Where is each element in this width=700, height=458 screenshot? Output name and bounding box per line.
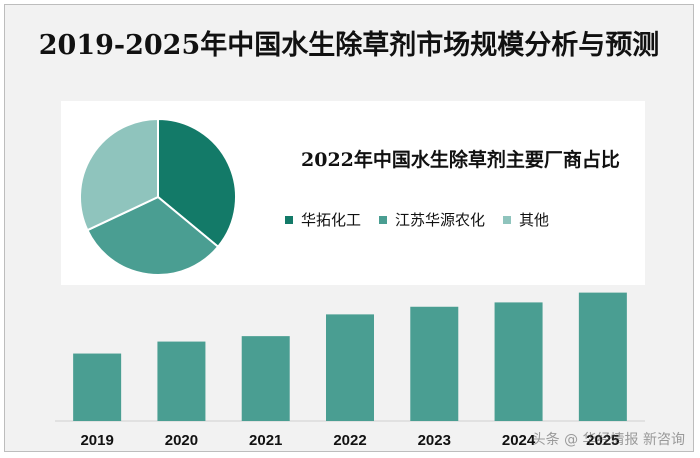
x-tick-label: 2024	[502, 432, 536, 449]
x-tick-label: 2023	[418, 432, 451, 449]
bar-2022	[326, 314, 374, 421]
bar-2023	[410, 306, 459, 421]
bar-2025	[578, 292, 627, 421]
legend-swatch	[503, 215, 512, 224]
legend-item: 江苏华源农化	[379, 209, 485, 230]
legend-swatch	[285, 215, 293, 224]
x-tick-label: 2022	[333, 432, 366, 449]
chart-frame: 2019-2025年中国水生除草剂市场规模分析与预测 2019 2020 2021 2…	[4, 4, 694, 452]
x-tick-label: 2019	[80, 432, 113, 449]
legend-label: 江苏华源农化	[395, 211, 486, 229]
pie-slice-3	[79, 117, 159, 232]
chart-title: 2019-2025年中国水生除草剂市场规模分析与预测	[38, 30, 660, 61]
bar-2021	[241, 336, 290, 421]
watermark: 头条 @ 华经情报 新咨询	[531, 432, 685, 448]
bar-2024	[494, 302, 543, 421]
bar-chart: 2019 2020 2021 2022 2023 2024 2025	[55, 292, 645, 449]
pie-title: 2022年中国水生除草剂主要厂商占比	[301, 149, 620, 171]
x-tick-label: 2020	[165, 432, 198, 449]
x-tick-label: 2021	[249, 432, 282, 449]
pie-slice-2	[86, 195, 220, 276]
x-tick-label: 2025	[586, 432, 619, 449]
bar-2020	[157, 341, 206, 421]
pie-chart	[79, 117, 237, 276]
pie-legend: 华拓化工 江苏华源农化 其他	[285, 209, 549, 230]
legend-swatch	[379, 215, 388, 224]
legend-label: 华拓化工	[301, 211, 362, 229]
legend-label: 其他	[519, 211, 550, 229]
legend-item: 华拓化工	[285, 209, 361, 230]
bar-2019	[73, 353, 122, 421]
pie-slice-1	[157, 117, 237, 249]
pie-inset-panel: 2022年中国水生除草剂主要厂商占比 华拓化工 江苏华源农化 其他	[61, 101, 645, 285]
legend-item: 其他	[503, 209, 549, 230]
